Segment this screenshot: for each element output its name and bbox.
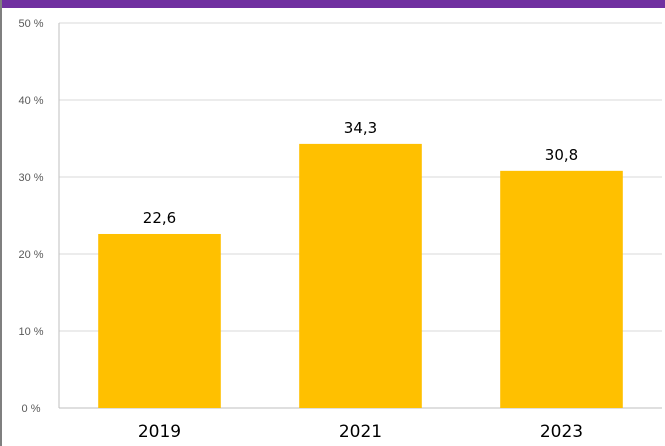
y-tick-label: 10 % <box>18 326 43 338</box>
x-category-label: 2023 <box>540 422 583 442</box>
y-tick-label: 50 % <box>18 18 43 30</box>
y-tick-label: 30 % <box>18 172 43 184</box>
bar <box>299 143 422 408</box>
data-label: 34,3 <box>344 119 377 137</box>
bar <box>500 170 623 408</box>
bar <box>98 233 221 408</box>
data-label: 22,6 <box>143 209 176 227</box>
data-label: 30,8 <box>545 146 578 164</box>
y-tick-label: 40 % <box>18 95 43 107</box>
y-tick-label: 20 % <box>18 249 43 261</box>
y-tick-label: 0 % <box>22 403 41 415</box>
x-category-label: 2021 <box>339 422 382 442</box>
top-accent-bar <box>2 0 665 8</box>
x-category-label: 2019 <box>138 422 181 442</box>
